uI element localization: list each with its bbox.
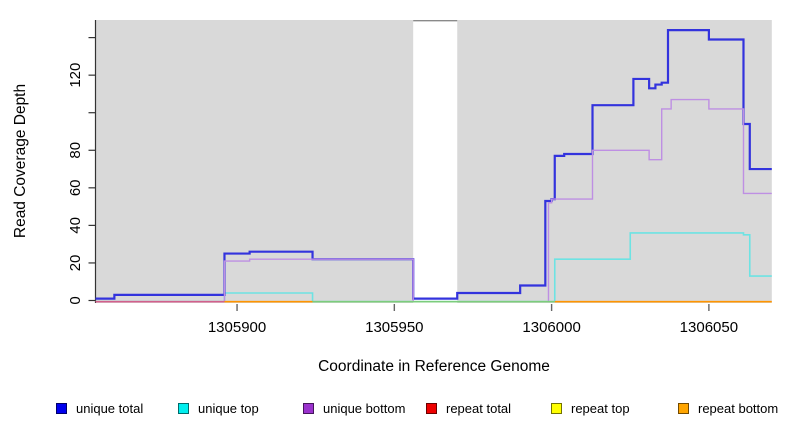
series-line-unique-total — [95, 28, 772, 300]
legend-item-repeat-total: repeat total — [426, 399, 511, 417]
y-tick-label: 0 — [67, 296, 84, 304]
y-tick-label: 20 — [67, 255, 84, 272]
legend-label: unique bottom — [323, 400, 406, 416]
series-line-unique-bottom — [95, 98, 772, 303]
legend-item-repeat-bottom: repeat bottom — [678, 399, 778, 417]
x-tick-label: 1305900 — [208, 319, 266, 336]
y-tick-label: 60 — [67, 179, 84, 196]
legend-item-unique-top: unique top — [178, 399, 259, 417]
x-tick-label: 1305950 — [365, 319, 423, 336]
legend-item-unique-total: unique total — [56, 399, 143, 417]
legend-swatch-repeat-bottom — [678, 402, 689, 414]
y-tick-label: 80 — [67, 142, 84, 159]
series-line-unique-top — [95, 232, 772, 303]
x-tick-label: 1306000 — [522, 319, 580, 336]
legend-swatch-unique-total — [56, 402, 67, 414]
legend-item-unique-bottom: unique bottom — [303, 399, 405, 417]
legend-label: repeat total — [446, 400, 512, 416]
legend-swatch-unique-top — [178, 402, 189, 414]
y-axis-title: Read Coverage Depth — [12, 84, 29, 238]
legend-label: repeat top — [571, 400, 630, 416]
legend-label: unique top — [198, 400, 259, 416]
x-tick-label: 1306050 — [680, 319, 738, 336]
y-tick-label: 40 — [67, 217, 84, 234]
legend-item-repeat-top: repeat top — [551, 399, 630, 417]
x-axis-title: Coordinate in Reference Genome — [318, 358, 550, 375]
legend-label: unique total — [76, 400, 144, 416]
legend-swatch-unique-bottom — [303, 402, 314, 414]
plot-layers: 0 20 40 60 80 120 1305900 1305950 1306000 1306050 — [67, 20, 772, 336]
legend-label: repeat bottom — [698, 400, 779, 416]
no-data-region — [413, 20, 458, 303]
y-tick-label: 120 — [67, 63, 84, 88]
legend-swatch-repeat-total — [426, 402, 437, 414]
coverage-plot: 0 20 40 60 80 120 1305900 1305950 1306000 1306050… — [12, 20, 772, 336]
legend-swatch-repeat-top — [551, 402, 562, 414]
